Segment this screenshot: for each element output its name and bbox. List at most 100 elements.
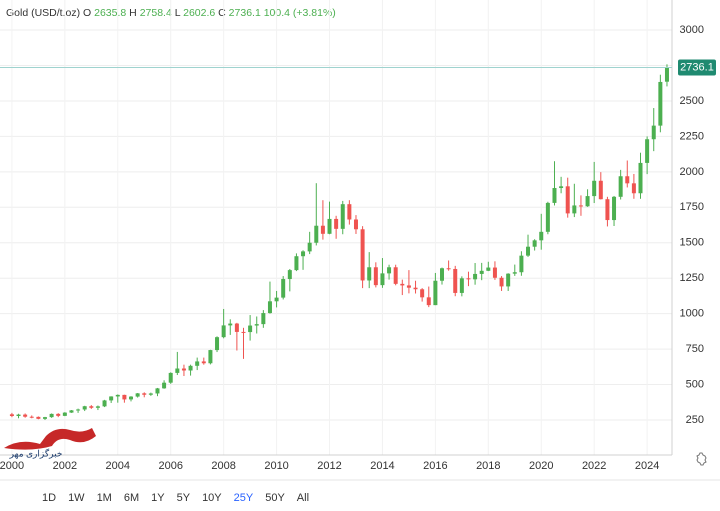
candle-body (572, 205, 577, 214)
candle-body (274, 297, 279, 302)
candle-body (380, 273, 385, 286)
candle-body (254, 324, 259, 326)
candle-body (440, 268, 445, 281)
candle-body (506, 273, 511, 287)
candle-body (466, 278, 471, 280)
candle-body (314, 225, 319, 243)
candle-body (115, 394, 120, 397)
candle-body (519, 255, 524, 273)
last-price-tag (678, 59, 716, 76)
candle-body (82, 406, 87, 410)
candle-body (585, 196, 590, 207)
candle-body (658, 81, 663, 126)
candle-body (492, 267, 497, 278)
candle-body (168, 372, 173, 383)
ohlc-label: O (83, 7, 91, 19)
range-button[interactable]: 1W (68, 492, 85, 504)
candle-body (486, 267, 491, 271)
ohlc-value: 2602.6 (183, 7, 215, 19)
candle-body (36, 416, 41, 419)
candle-body (188, 365, 193, 371)
candle-body (446, 268, 451, 270)
y-tick-label: 1500 (680, 237, 704, 249)
range-button[interactable]: 1Y (151, 492, 165, 504)
candle-body (353, 219, 358, 230)
ohlc-label: L (175, 7, 181, 19)
x-tick-label: 2024 (635, 460, 659, 472)
last-price-label: 2736.1 (680, 61, 714, 73)
candle-body (406, 285, 411, 288)
candle-body (479, 270, 484, 274)
candle-body (102, 400, 107, 407)
candle-body (453, 268, 458, 293)
range-button[interactable]: 25Y (234, 492, 254, 504)
candle-body (413, 287, 418, 290)
logo: خبرگزاری مهر (4, 428, 96, 459)
candle-body (651, 125, 656, 140)
x-tick-label: 2006 (158, 460, 182, 472)
candle-body (552, 188, 557, 203)
range-button[interactable]: 6M (124, 492, 139, 504)
candle-body (532, 240, 537, 247)
candle-body (148, 393, 153, 395)
candle-body (241, 331, 246, 333)
range-button[interactable]: 10Y (202, 492, 222, 504)
candle-body (559, 186, 564, 189)
candle-body (208, 350, 213, 364)
candle-body (631, 183, 636, 194)
candle-body (340, 204, 345, 229)
candle-body (129, 396, 134, 400)
y-tick-label: 2000 (680, 166, 704, 178)
candle-body (526, 246, 531, 256)
candle-body (598, 180, 603, 200)
candle-body (29, 416, 34, 418)
candle-body (592, 180, 597, 197)
candle-body (347, 204, 352, 220)
range-button[interactable]: 1D (42, 492, 56, 504)
candle-body (248, 325, 253, 333)
candle-body (565, 186, 570, 214)
candle-body (387, 267, 392, 274)
candle-body (545, 202, 550, 232)
x-tick-label: 2016 (423, 460, 447, 472)
candle-body (367, 267, 372, 281)
range-button[interactable]: All (297, 492, 309, 504)
header: Gold (USD/t.oz) O 2635.8 H 2758.4 L 2602… (6, 7, 336, 19)
candle-body (307, 242, 312, 252)
candle-body (433, 280, 438, 306)
candle-body (625, 176, 630, 184)
candle-body (459, 278, 464, 293)
candle-body (618, 176, 623, 197)
change-value: 100.4 (+3.81%) (264, 7, 336, 19)
y-tick-label: 2500 (680, 95, 704, 107)
y-tick-label: 1000 (680, 308, 704, 320)
ohlc-value: 2635.8 (94, 7, 126, 19)
candle-body (294, 256, 299, 271)
candle-body (195, 361, 200, 366)
range-button[interactable]: 50Y (265, 492, 285, 504)
range-button[interactable]: 1M (97, 492, 112, 504)
candle-body (393, 267, 398, 284)
candle-body (327, 218, 332, 234)
candles (9, 64, 669, 420)
candle-body (109, 396, 114, 401)
range-button[interactable]: 5Y (177, 492, 191, 504)
candle-body (181, 368, 186, 371)
y-tick-label: 1250 (680, 272, 704, 284)
x-tick-label: 2012 (317, 460, 341, 472)
header-line: Gold (USD/t.oz) O 2635.8 H 2758.4 L 2602… (6, 7, 336, 19)
ohlc-label: C (218, 7, 226, 19)
logo-shape (4, 428, 96, 450)
candle-body (539, 231, 544, 241)
candle-body (360, 229, 365, 281)
y-tick-label: 3000 (680, 24, 704, 36)
settings-icon[interactable] (696, 452, 707, 466)
logo-text: خبرگزاری مهر (9, 447, 63, 459)
candle-body (175, 368, 180, 373)
candle-body (162, 382, 167, 389)
candle-body (142, 393, 147, 395)
candle-body (42, 417, 47, 419)
candle-body (301, 251, 306, 257)
candle-body (473, 273, 478, 280)
